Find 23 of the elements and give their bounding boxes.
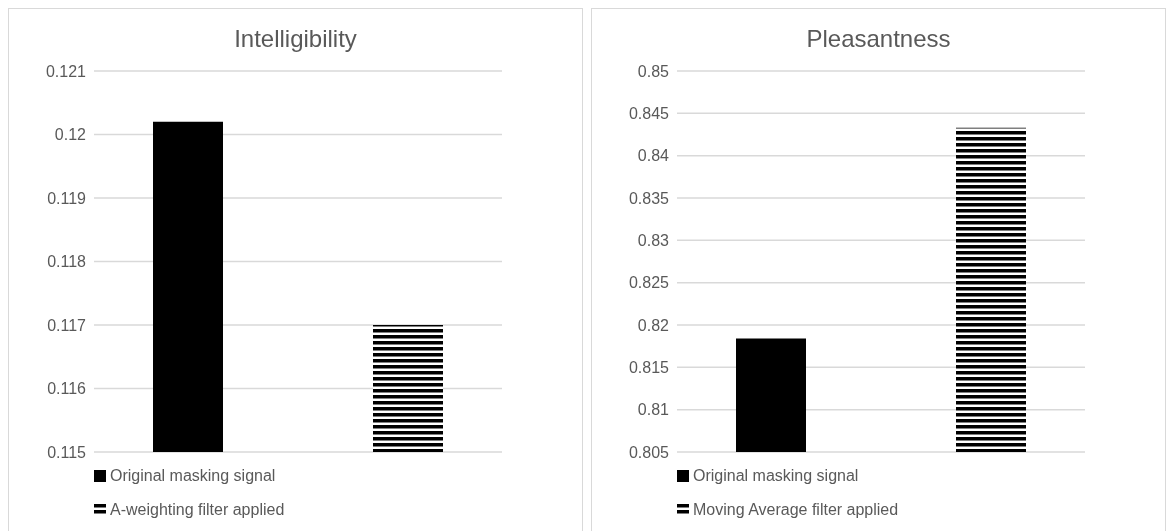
y-tick-label: 0.12 (54, 126, 87, 144)
y-tick-label: 0.121 (45, 62, 87, 80)
y-tick-label: 0.115 (47, 443, 87, 461)
y-tick-label: 0.116 (47, 380, 87, 398)
y-tick-label: 0.82 (637, 316, 670, 334)
y-tick-label: 0.83 (637, 232, 670, 250)
legend-label: Original masking signal (110, 467, 276, 485)
y-tick-label: 0.117 (47, 316, 87, 334)
y-tick-label: 0.845 (628, 105, 670, 123)
y-tick-label: 0.118 (47, 253, 87, 271)
y-tick-label: 0.835 (628, 189, 670, 207)
chart-title: Pleasantness (806, 25, 951, 52)
y-tick-label: 0.825 (628, 274, 670, 292)
legend-label: Moving Average filter applied (693, 501, 899, 519)
y-tick-label: 0.85 (637, 62, 670, 80)
y-tick-label: 0.84 (637, 147, 670, 165)
legend-label: Original masking signal (693, 467, 859, 485)
chart-title: Intelligibility (234, 25, 357, 52)
y-tick-label: 0.81 (637, 401, 670, 419)
y-tick-label: 0.815 (628, 359, 670, 377)
legend-label: A-weighting filter applied (110, 501, 285, 519)
y-tick-label: 0.805 (628, 443, 670, 461)
y-tick-label: 0.119 (47, 189, 87, 207)
